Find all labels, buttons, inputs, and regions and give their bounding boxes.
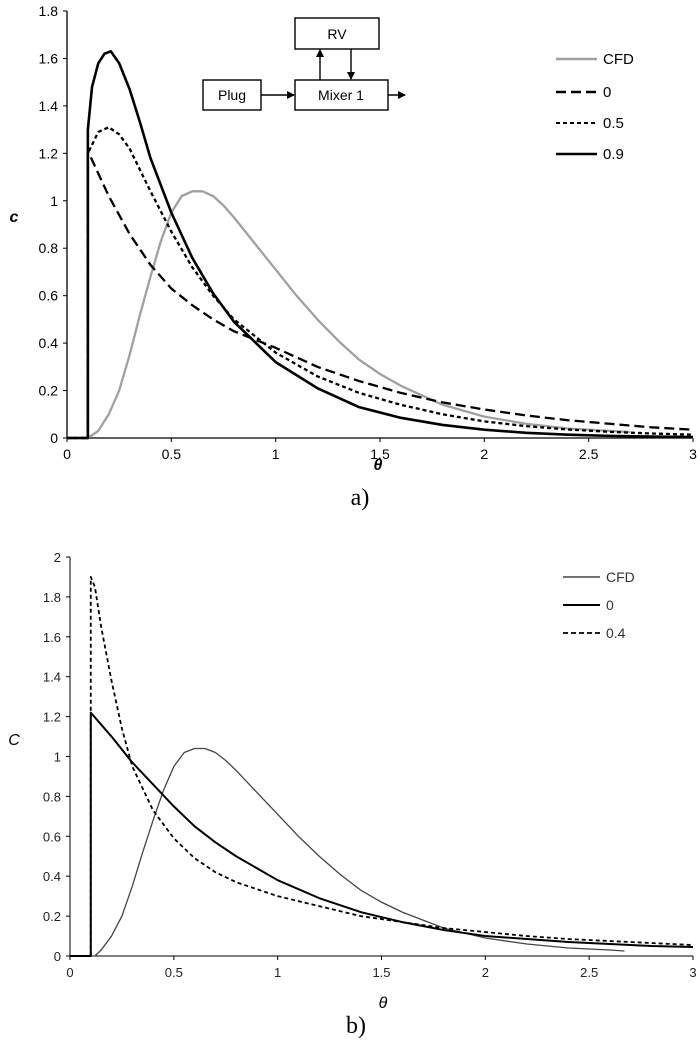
chart-a-y-tick-label: 0 — [50, 430, 58, 446]
chart-b-x-tick-label: 2.5 — [580, 965, 598, 980]
chart-b-y-tick-label: 0 — [54, 949, 61, 964]
chart-a-x-tick-label: 0 — [63, 446, 71, 462]
chart-a-y-tick-label: 0.2 — [39, 383, 59, 399]
chart-b-y-tick-label: 2 — [54, 550, 61, 565]
chart-a-y-axis-label: c — [10, 209, 19, 226]
chart-b-y-tick-label: 0.4 — [43, 869, 61, 884]
chart-b: 0 0.2 0.4 0.6 0.8 1 1.2 1.4 1.6 1.8 2 0 0.5 1 1.5 2 2.5 3… — [8, 550, 696, 1039]
chart-a-series-line-0 — [67, 149, 694, 440]
chart-b-y-tick-label: 1.8 — [43, 590, 61, 605]
chart-a-y-tick-label: 1.8 — [39, 3, 59, 19]
rv-block-label: RV — [327, 26, 347, 42]
chart-b-caption: b) — [346, 1013, 366, 1039]
chart-b-axes — [66, 556, 694, 960]
chart-a-x-tick-label: 1.5 — [370, 446, 390, 462]
chart-a-series-line-0-9 — [67, 50, 694, 440]
chart-a-inset-diagram: RV Plug Mixer 1 — [202, 17, 406, 111]
chart-a-x-tick-label: 0.5 — [162, 446, 182, 462]
chart-a-x-tick-label: 2.5 — [579, 446, 599, 462]
legend-a-label-0-9: 0.9 — [603, 146, 624, 163]
chart-b-x-tick-label: 3 — [689, 965, 696, 980]
plug-block — [202, 79, 262, 111]
chart-a-series-line-cfd — [67, 190, 631, 440]
chart-b-y-tick-label: 1.6 — [43, 630, 61, 645]
chart-a-series-line-0-5 — [67, 126, 694, 440]
chart-a-y-tick-label: 0.4 — [39, 335, 59, 351]
chart-a: 00.20.40.60.811.21.41.61.80 0.5 1 1.5 2 2.5 3 … — [10, 3, 698, 511]
chart-a-y-tick-label: 0.6 — [39, 288, 59, 304]
chart-b-x-tick-label: 0 — [66, 965, 73, 980]
chart-a-tick-labels: 0 0.2 0.4 0.6 0.8 1 1.2 1.4 1.6 1.8 0 0.5 1 1.5 2 2.5 3 — [39, 3, 698, 462]
chart-a-axes — [63, 10, 694, 442]
chart-a-y-tick-label: 1.4 — [39, 98, 59, 114]
mixer-block — [294, 79, 389, 111]
chart-a-x-tick-label: 1 — [272, 446, 280, 462]
chart-b-tick-labels: 0 0.2 0.4 0.6 0.8 1 1.2 1.4 1.6 1.8 2 0 0.5 1 1.5 2 2.5 3 — [43, 550, 697, 980]
legend-a-label-0-5: 0.5 — [603, 115, 624, 132]
chart-b-y-tick-label: 0.2 — [43, 909, 61, 924]
legend-b-label-cfd: CFD — [606, 569, 635, 585]
chart-b-y-tick-label: 1 — [54, 750, 61, 765]
legend-b-label-0-4: 0.4 — [606, 625, 626, 641]
chart-b-x-tick-label: 1 — [274, 965, 281, 980]
chart-a-x-tick-label: 2 — [480, 446, 488, 462]
chart-a-y-tick-label: 0.8 — [39, 240, 59, 256]
chart-a-y-tick-label: 1.2 — [39, 145, 59, 161]
legend-a-label-0: 0 — [603, 84, 611, 101]
chart-b-y-axis-label: C — [8, 732, 20, 749]
chart-b-series-line-0-4 — [70, 576, 694, 957]
chart-b-x-axis-label: θ — [379, 995, 388, 1012]
chart-b-series-line-cfd — [70, 747, 625, 957]
chart-b-y-tick-label: 1.2 — [43, 710, 61, 725]
chart-a-x-tick-label: 3 — [689, 446, 697, 462]
chart-b-y-tick-label: 1.4 — [43, 670, 61, 685]
chart-b-x-tick-label: 0.5 — [165, 965, 183, 980]
rv-block — [294, 17, 380, 50]
chart-a-series — [67, 50, 694, 440]
chart-b-x-tick-label: 2 — [482, 965, 489, 980]
chart-b-series-line-0 — [70, 711, 694, 957]
chart-b-x-tick-label: 1.5 — [372, 965, 390, 980]
chart-b-y-tick-label: 0.6 — [43, 829, 61, 844]
legend-b-label-0: 0 — [606, 597, 614, 613]
chart-b-legend: CFD 0 0.4 — [563, 569, 635, 641]
chart-a-caption: a) — [351, 485, 370, 511]
chart-a-y-tick-label: 1.6 — [39, 50, 59, 66]
chart-a-y-tick-label: 1 — [50, 193, 58, 209]
legend-a-label-cfd: CFD — [603, 51, 634, 68]
chart-a-legend: CFD 0 0.5 0.9 — [556, 51, 634, 163]
plug-block-label: Plug — [218, 87, 246, 103]
chart-b-series — [70, 576, 694, 957]
chart-b-y-tick-label: 0.8 — [43, 789, 61, 804]
mixer-block-label: Mixer 1 — [318, 87, 364, 103]
chart-a-x-axis-label: θ — [374, 457, 383, 474]
